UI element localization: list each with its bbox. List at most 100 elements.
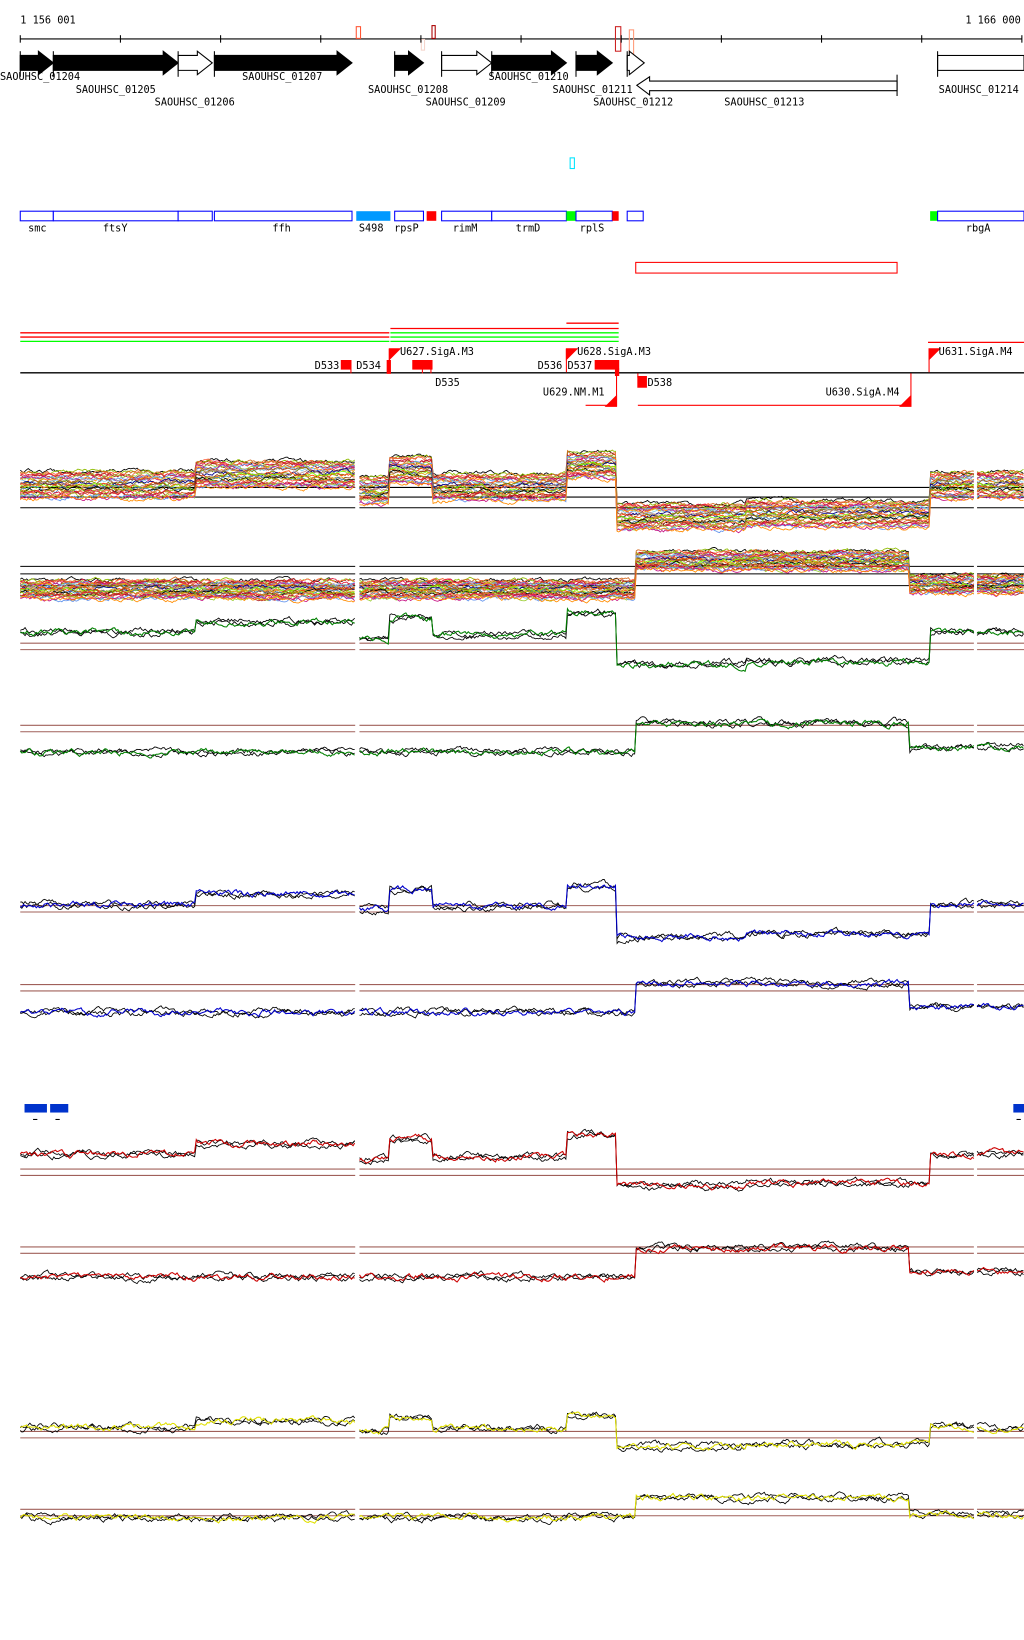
tss-label: U628.SigA.M3 [577,346,651,358]
tss-flag[interactable] [898,394,912,407]
srna-box[interactable] [356,211,391,221]
gene-saouhsc-01207[interactable] [213,50,353,77]
annotation-box[interactable] [52,210,179,222]
gene-saouhsc-01212[interactable] [626,50,646,77]
gene-saouhsc-01211[interactable] [575,50,614,77]
multi-sample-trace [19,482,355,502]
multi-sample-trace [19,473,355,493]
blue-block[interactable] [50,1104,69,1113]
multi-sample-trace [20,456,355,476]
tss-label: D537 [567,360,592,372]
tss-flag[interactable] [565,348,579,361]
multi-sample-trace [976,579,1024,586]
multi-sample-trace [976,478,1024,484]
multi-sample-trace [20,594,355,604]
multi-sample-trace [976,475,1024,480]
annotation-label: ftsY [103,222,128,234]
annotation-box[interactable] [177,210,213,222]
multi-sample-trace [359,451,975,511]
gene-label: SAOUHSC_01211 [553,84,633,96]
replicate-trace [359,879,975,941]
annotation-label: S498 [359,222,384,234]
annotation-box[interactable] [937,210,1024,222]
gene-saouhsc-01204[interactable] [19,50,55,77]
cyan-marker[interactable] [569,157,575,170]
mean-trace [359,883,975,943]
mean-trace [20,1271,355,1282]
gene-label: SAOUHSC_01207 [242,71,322,83]
multi-sample-trace [977,590,1024,597]
tss-label: U627.SigA.M3 [400,346,474,358]
tss-marker[interactable] [614,368,620,376]
annotation-box[interactable] [213,210,353,222]
multi-sample-trace [359,561,975,598]
annotation-box[interactable] [394,210,424,222]
marker-box[interactable] [420,38,426,51]
mean-trace [976,1266,1024,1275]
annotation-label: rbgA [966,222,991,234]
green-marker[interactable] [930,211,938,221]
multi-sample-trace [359,462,975,521]
multi-sample-trace [20,586,355,595]
replicate-trace [359,1131,975,1192]
mean-trace [20,888,355,909]
red-marker[interactable] [612,211,619,221]
replicate-trace [976,901,1024,910]
mean-trace [976,1426,1024,1435]
gene-label: SAOUHSC_01205 [76,84,156,96]
multi-sample-trace [359,563,974,602]
multi-sample-trace [976,488,1024,495]
blue-block[interactable] [24,1104,47,1113]
ruler-start-label: 1 156 001 [20,14,75,26]
gene-label: SAOUHSC_01209 [426,97,506,109]
tss-label: U631.SigA.M4 [939,346,1013,358]
green-marker[interactable] [566,211,576,221]
blue-block[interactable] [1013,1104,1024,1113]
red-marker[interactable] [426,211,437,221]
replicate-trace [359,608,975,669]
multi-sample-trace [20,590,355,599]
gene-saouhsc-01214[interactable] [937,51,1024,77]
tss-marker[interactable] [594,360,620,370]
gene-saouhsc-01210[interactable] [491,50,568,77]
multi-sample-trace [359,473,975,530]
annotation-box[interactable] [441,210,493,222]
multi-sample-trace [20,464,355,484]
tss-marker[interactable] [637,376,647,388]
mean-trace [359,1242,975,1283]
replicate-trace [359,611,975,669]
gene-saouhsc-01205[interactable] [52,50,179,77]
mean-trace [19,747,355,759]
replicate-trace [359,1242,975,1284]
operon-box[interactable] [635,261,898,274]
multi-sample-trace [976,490,1024,497]
marker-box[interactable] [431,25,436,39]
gene-saouhsc-01208[interactable] [394,50,425,77]
replicate-trace [976,1151,1024,1160]
tss-label: D538 [647,377,672,389]
multi-sample-trace [976,470,1024,477]
tss-marker[interactable] [340,360,352,370]
gene-saouhsc-01209[interactable] [441,50,493,77]
multi-sample-trace [359,472,975,531]
multi-sample-trace [976,584,1024,591]
replicate-trace [359,1412,975,1453]
multi-sample-trace [977,495,1024,500]
annotation-box[interactable] [19,210,54,222]
multi-sample-trace [359,449,974,509]
marker-box[interactable] [355,26,362,39]
mean-trace [976,742,1024,753]
tss-flag[interactable] [388,348,402,361]
gene-saouhsc-01213[interactable] [635,74,898,96]
annotation-box[interactable] [491,210,567,222]
mean-trace [359,718,975,757]
annotation-box[interactable] [626,210,644,222]
tss-track: D533 U627.SigA.M3 D534 D535 U628.SigA.M3… [20,346,1024,407]
annotation-box[interactable] [575,210,613,222]
annotation-label: smc [28,222,46,234]
gene-saouhsc-01206[interactable] [177,50,214,77]
replicate-trace [359,1128,975,1189]
replicate-trace [19,1509,355,1522]
replicate-trace [359,1491,974,1523]
replicate-trace [20,618,355,639]
